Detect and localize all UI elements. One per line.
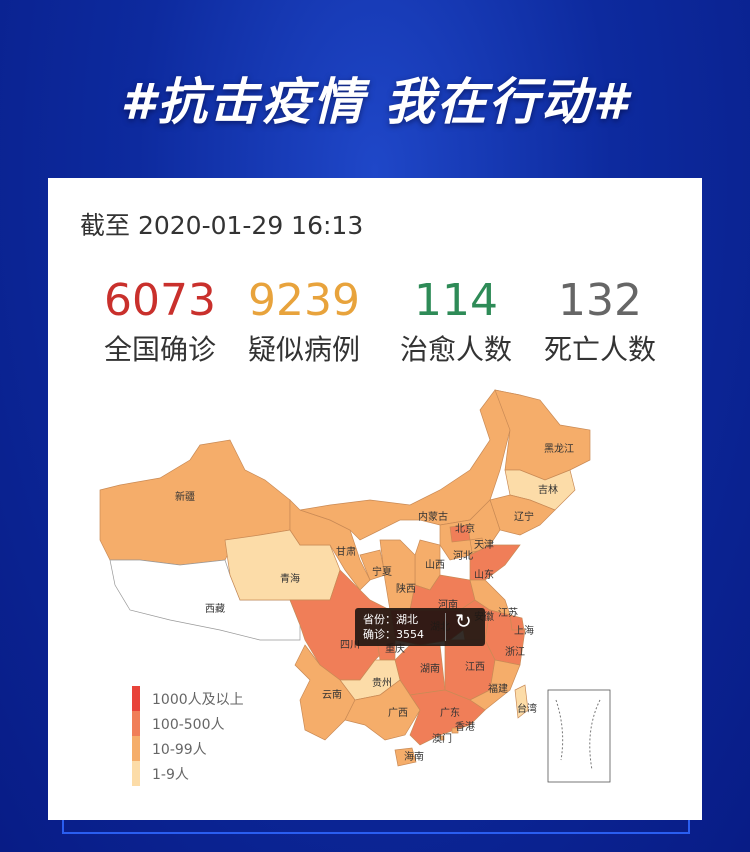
stat-cured: 114 治愈人数 xyxy=(386,276,526,368)
legend-swatch xyxy=(132,761,140,786)
province-label: 上海 xyxy=(514,624,534,637)
province-上海[interactable] xyxy=(509,614,525,631)
stat-label: 治愈人数 xyxy=(399,333,512,366)
province-广西[interactable] xyxy=(344,679,421,741)
province-label: 贵州 xyxy=(372,676,392,689)
tooltip-label: 确诊： xyxy=(363,628,396,641)
province-label: 内蒙古 xyxy=(418,510,448,523)
province-云南[interactable] xyxy=(294,644,356,741)
timestamp: 截至 2020-01-29 16:13 xyxy=(80,211,364,240)
province-label: 北京 xyxy=(455,522,475,535)
province-label: 山西 xyxy=(425,559,445,571)
legend-item[interactable]: 10-99人 xyxy=(132,736,244,761)
stat-confirmed: 6073 全国确诊 xyxy=(90,276,230,368)
banner-title: #抗击疫情 我在行动# xyxy=(120,73,630,131)
legend-item[interactable]: 1000人及以上 xyxy=(132,686,244,711)
province-label: 湖南 xyxy=(420,662,440,675)
legend-label: 1-9人 xyxy=(152,766,189,783)
province-label: 海南 xyxy=(404,750,424,763)
epidemic-card: 截至 2020-01-29 16:13 6073 全国确诊 9239 疑似病例 11… xyxy=(48,178,702,820)
province-label: 新疆 xyxy=(175,490,195,503)
stat-label: 全国确诊 xyxy=(103,333,216,366)
legend-item[interactable]: 100-500人 xyxy=(132,711,244,736)
province-label: 云南 xyxy=(322,688,342,701)
stat-value: 6073 xyxy=(104,275,216,326)
stat-value: 132 xyxy=(558,275,642,326)
province-label: 浙江 xyxy=(505,646,525,658)
legend-item[interactable]: 1-9人 xyxy=(132,761,244,786)
province-澳门[interactable] xyxy=(439,735,445,741)
legend-swatch xyxy=(132,736,140,761)
province-label: 江西 xyxy=(465,661,485,673)
province-辽宁[interactable] xyxy=(489,494,556,536)
province-label: 辽宁 xyxy=(514,510,534,523)
share-icon[interactable]: ↻ xyxy=(455,609,472,633)
province-宁夏[interactable] xyxy=(359,549,386,581)
province-label: 台湾 xyxy=(517,702,537,715)
province-label: 天津 xyxy=(474,539,494,551)
province-台湾[interactable] xyxy=(514,684,529,719)
stat-deaths: 132 死亡人数 xyxy=(530,276,670,368)
province-香港[interactable] xyxy=(451,727,459,734)
south-china-sea-inset xyxy=(547,689,611,783)
map-legend: 1000人及以上 100-500人 10-99人 1-9人 xyxy=(132,686,244,786)
province-label: 青海 xyxy=(280,572,300,585)
legend-label: 100-500人 xyxy=(152,716,225,733)
province-label: 河北 xyxy=(453,550,473,562)
legend-label: 1000人及以上 xyxy=(152,691,244,708)
province-label: 甘肃 xyxy=(336,545,356,558)
province-label: 香港 xyxy=(455,721,475,733)
province-label: 四川 xyxy=(340,640,360,651)
province-海南[interactable] xyxy=(394,747,417,767)
province-黑龙江[interactable] xyxy=(494,389,591,481)
province-label: 山东 xyxy=(474,568,494,581)
inset-boundary xyxy=(555,699,601,771)
tooltip-confirmed: 3554 xyxy=(396,628,424,641)
province-label: 黑龙江 xyxy=(544,442,574,455)
province-label: 广东 xyxy=(440,706,460,719)
stat-value: 9239 xyxy=(248,275,360,326)
province-label: 陕西 xyxy=(396,582,416,595)
divider xyxy=(445,613,446,641)
map-tooltip: 省份：湖北 确诊：3554 ↻ xyxy=(355,608,485,646)
province-label: 宁夏 xyxy=(372,565,392,578)
province-label: 吉林 xyxy=(538,483,558,496)
stat-value: 114 xyxy=(414,275,498,326)
stat-label: 死亡人数 xyxy=(543,333,656,366)
legend-swatch xyxy=(132,711,140,736)
province-label: 河南 xyxy=(438,598,458,611)
stat-label: 疑似病例 xyxy=(247,333,360,366)
province-label: 福建 xyxy=(488,682,508,695)
province-label: 广西 xyxy=(388,707,408,719)
province-label: 西藏 xyxy=(205,603,225,615)
legend-label: 10-99人 xyxy=(152,741,207,758)
tooltip-province: 湖北 xyxy=(396,613,418,626)
province-label: 澳门 xyxy=(432,732,452,745)
stat-suspected: 9239 疑似病例 xyxy=(234,276,374,368)
province-label: 江苏 xyxy=(498,606,518,619)
tooltip-label: 省份： xyxy=(363,613,396,626)
legend-swatch xyxy=(132,686,140,711)
